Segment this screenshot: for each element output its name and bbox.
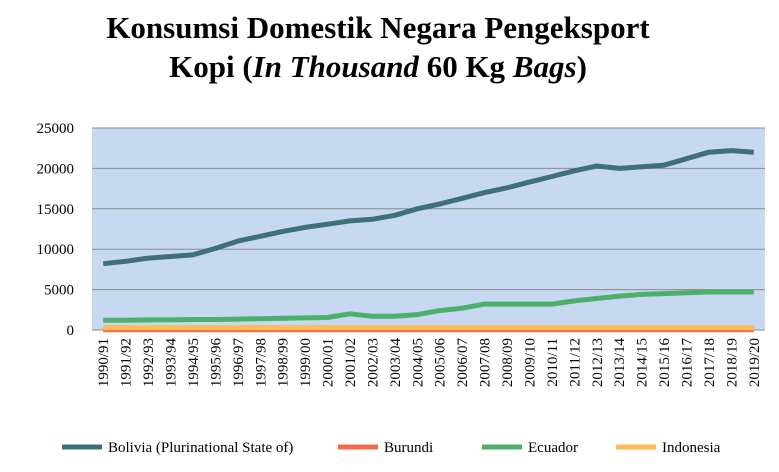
x-tick-label: 1993/94 [164, 338, 180, 388]
x-tick-label: 2017/18 [702, 338, 718, 387]
x-tick-label: 2002/03 [365, 338, 381, 387]
x-tick-label: 2016/17 [679, 338, 695, 388]
x-tick-label: 2015/16 [657, 338, 673, 388]
y-tick-label: 5000 [44, 283, 74, 299]
x-tick-label: 1999/00 [298, 338, 314, 387]
x-tick-label: 2000/01 [321, 338, 337, 387]
chart-title: Kopi (In Thousand 60 Kg Bags) [169, 49, 587, 84]
x-tick-label: 2007/08 [478, 338, 494, 387]
y-tick-label: 15000 [37, 202, 75, 218]
x-tick-label: 2014/15 [635, 338, 651, 387]
title-part: ) [577, 49, 587, 84]
x-tick-label: 2013/14 [612, 338, 628, 388]
title-part: Kopi ( [169, 49, 253, 84]
x-tick-label: 2001/02 [343, 338, 359, 387]
x-tick-label: 2011/12 [567, 338, 583, 387]
title-part: In Thousand [252, 49, 420, 84]
x-tick-label: 2004/05 [410, 338, 426, 387]
y-tick-label: 0 [67, 323, 75, 339]
data-line [102, 148, 754, 267]
x-tick-label: 1992/93 [141, 338, 157, 387]
plot-area [92, 128, 765, 330]
legend-label: Indonesia [662, 440, 721, 456]
x-tick-label: 1997/98 [253, 338, 269, 387]
data-line [103, 289, 754, 323]
x-tick-label: 2009/10 [522, 338, 538, 387]
x-tick-label: 1998/99 [276, 338, 292, 387]
x-tick-label: 1991/92 [119, 338, 135, 387]
x-tick-label: 2018/19 [724, 338, 740, 387]
y-tick-label: 10000 [37, 242, 75, 258]
title-part: 60 Kg [419, 49, 513, 84]
x-tick-label: 2012/13 [590, 338, 606, 387]
x-tick-label: 2005/06 [433, 338, 449, 388]
legend-label: Burundi [384, 440, 433, 456]
x-tick-label: 2006/07 [455, 338, 471, 388]
x-tick-label: 1996/97 [231, 338, 247, 388]
x-tick-label: 1995/96 [208, 338, 224, 388]
legend-label: Ecuador [528, 440, 578, 456]
x-tick-label: 2003/04 [388, 338, 404, 388]
x-tick-label: 1994/95 [186, 338, 202, 387]
legend-label: Bolivia (Plurinational State of) [108, 440, 293, 456]
title-part: Konsumsi Domestik Negara Pengeksport [106, 10, 650, 45]
x-tick-label: 2010/11 [545, 338, 561, 387]
x-tick-label: 2019/20 [747, 338, 763, 387]
x-tick-label: 1990/91 [96, 338, 112, 387]
title-part: Bags [512, 49, 577, 84]
x-tick-label: 2008/09 [500, 338, 516, 387]
y-tick-label: 25000 [37, 121, 75, 137]
chart-title: Konsumsi Domestik Negara Pengeksport [106, 10, 650, 45]
y-tick-label: 20000 [37, 161, 75, 177]
